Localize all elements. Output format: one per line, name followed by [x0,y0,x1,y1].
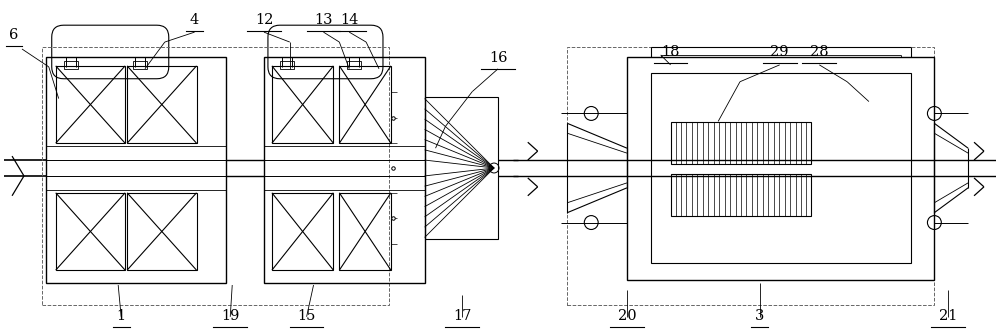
Bar [64,61,78,69]
Bar [56,193,125,270]
Bar [133,61,147,69]
Text: 4: 4 [190,13,199,27]
Bar [671,122,811,164]
Text: 29: 29 [770,45,789,59]
Bar [127,66,197,143]
Bar [567,47,934,305]
Text: 28: 28 [810,45,829,59]
Bar [339,66,391,143]
Bar [347,61,361,69]
Bar [651,73,911,263]
Bar [627,57,934,280]
Text: 15: 15 [297,309,316,323]
Text: 3: 3 [755,309,765,323]
Text: 21: 21 [939,309,957,323]
Text: 20: 20 [618,309,636,323]
Text: 12: 12 [255,13,273,27]
Bar [272,193,333,270]
Text: 18: 18 [661,45,680,59]
Bar [425,96,498,240]
Text: 16: 16 [489,51,507,65]
Text: 13: 13 [314,13,333,27]
Text: 17: 17 [453,309,472,323]
Text: 19: 19 [221,309,239,323]
Bar [56,66,125,143]
Text: 6: 6 [9,28,19,42]
Text: 1: 1 [117,309,126,323]
Bar [671,174,811,216]
Bar [339,193,391,270]
Bar [46,57,226,283]
Bar [127,193,197,270]
Bar [280,61,294,69]
Text: 14: 14 [340,13,358,27]
Bar [272,66,333,143]
Bar [264,57,425,283]
Bar [42,47,389,305]
